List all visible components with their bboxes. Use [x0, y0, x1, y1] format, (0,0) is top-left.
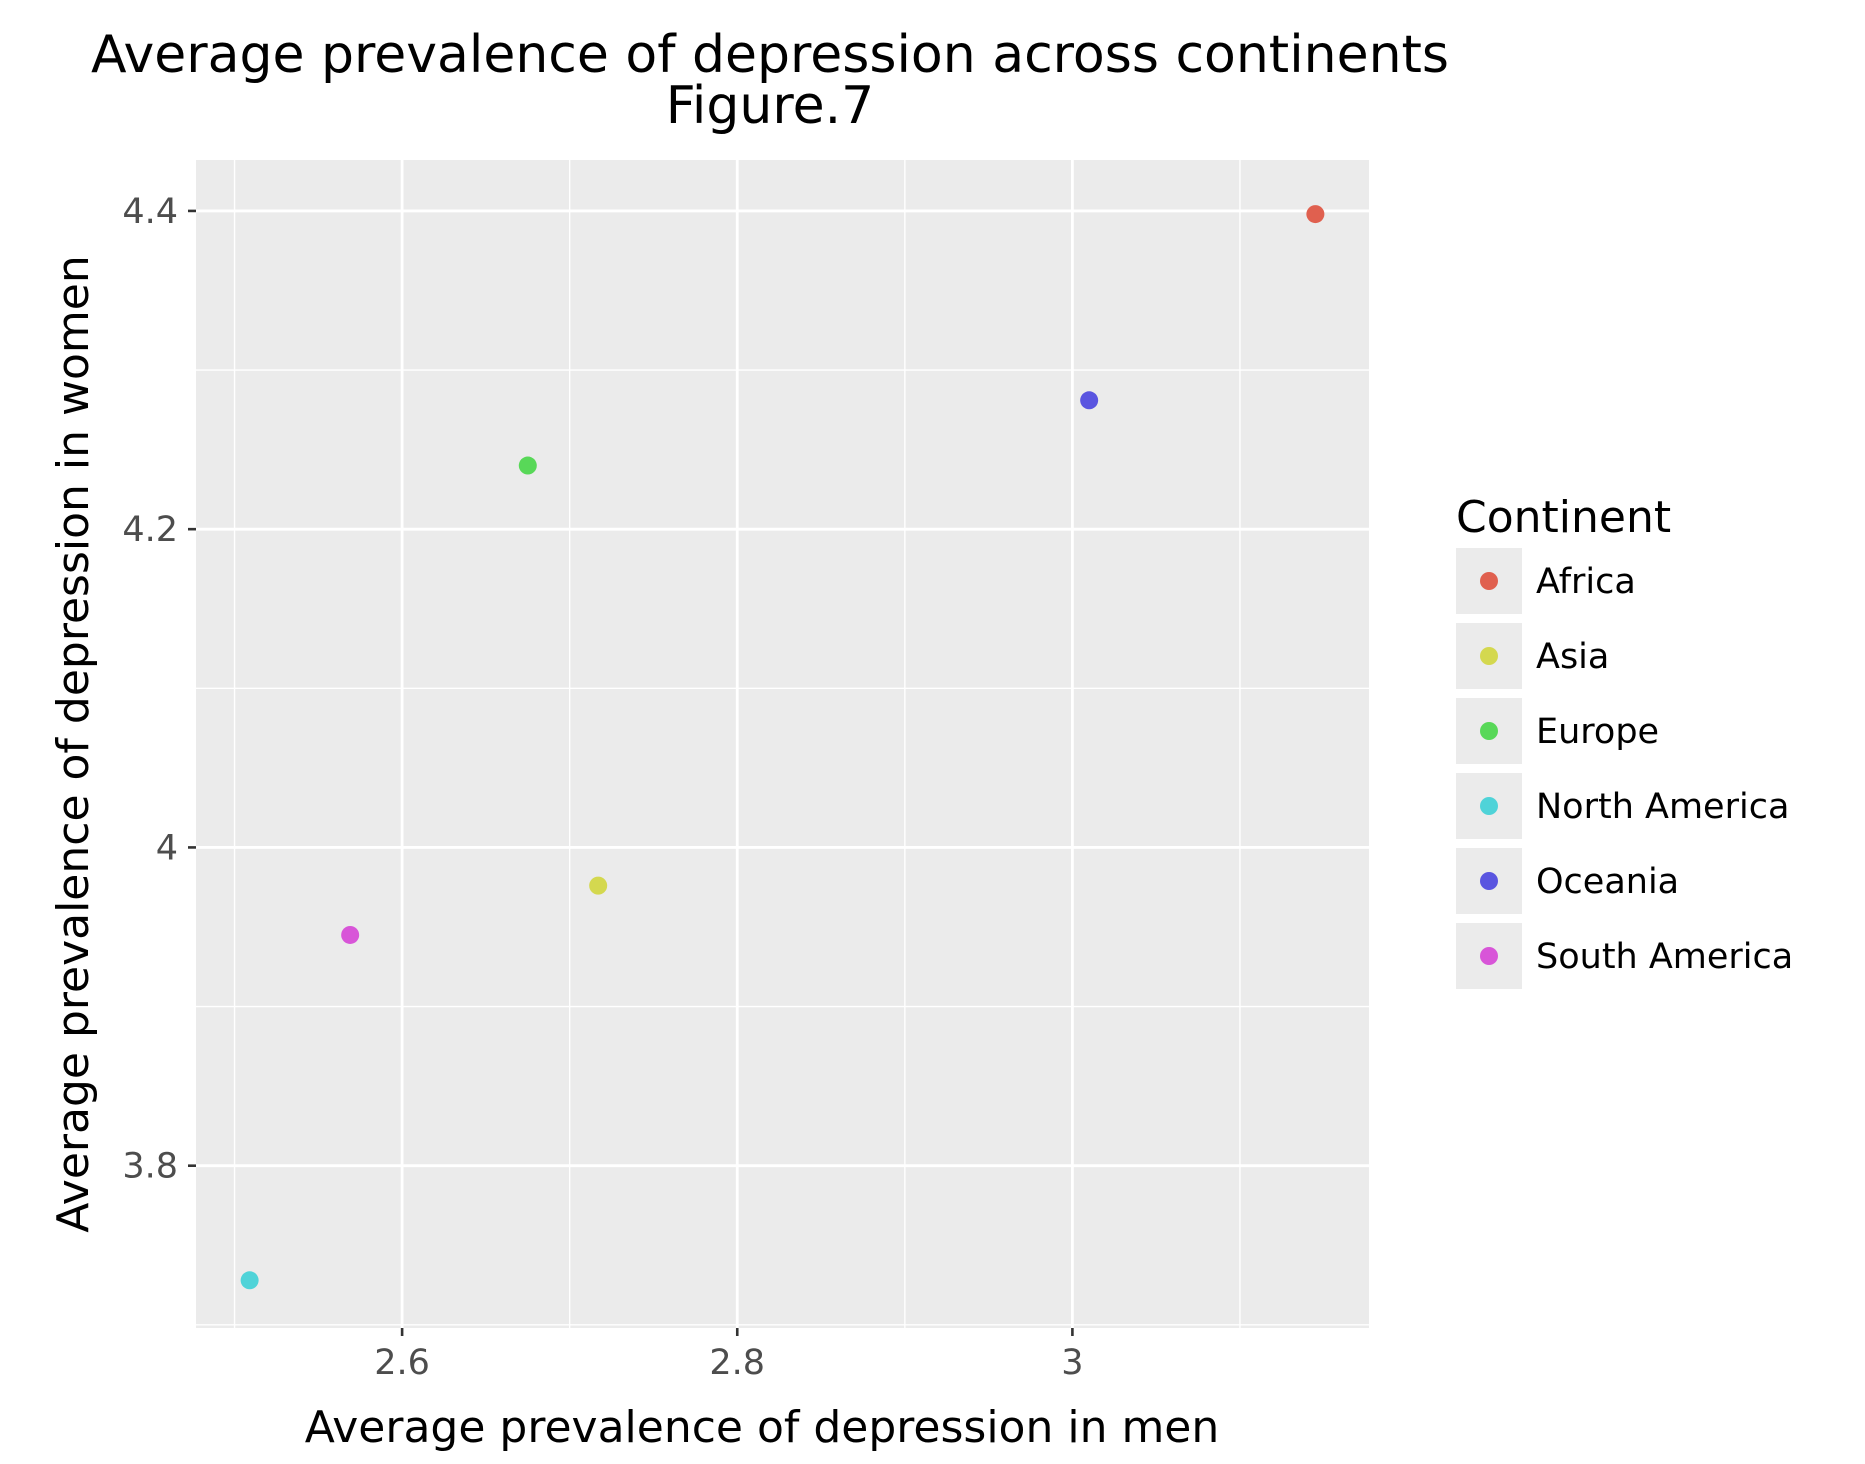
- legend-marker-north-america: [1480, 797, 1498, 815]
- data-point-oceania: [1080, 391, 1099, 410]
- legend-label-africa: Africa: [1536, 562, 1636, 602]
- y-axis-title: Average prevalence of depression in wome…: [48, 255, 99, 1232]
- x-tick-label: 2.8: [709, 1343, 765, 1383]
- y-tick-label: 4.4: [122, 192, 178, 232]
- legend-marker-europe: [1480, 722, 1498, 740]
- legend-items: Africa Asia Europe North America Oceania Sout…: [1456, 548, 1793, 989]
- chart-subtitle: Figure.7: [666, 76, 874, 136]
- x-tick-label: 2.6: [374, 1343, 430, 1383]
- y-tick-label: 3.8: [122, 1147, 178, 1187]
- grid-major: [196, 160, 1369, 1328]
- legend-marker-oceania: [1480, 872, 1498, 890]
- legend-label-oceania: Oceania: [1536, 862, 1679, 902]
- x-tick-label: 3: [1061, 1343, 1083, 1383]
- y-tick-label: 4: [156, 828, 178, 868]
- chart-title: Average prevalence of depression across …: [91, 25, 1449, 85]
- data-point-africa: [1306, 205, 1325, 224]
- data-points: [240, 205, 1325, 1290]
- axis-ticks: 2.6 2.8 3 3.8 4 4.2 4.4: [122, 192, 1083, 1383]
- legend-marker-africa: [1480, 572, 1498, 590]
- data-point-europe: [518, 456, 537, 475]
- legend-title: Continent: [1456, 492, 1671, 543]
- y-tick-label: 4.2: [122, 510, 178, 550]
- data-point-north-america: [240, 1271, 259, 1290]
- legend-label-north-america: North America: [1536, 787, 1789, 827]
- plot-panel: [196, 160, 1369, 1328]
- legend-marker-south-america: [1480, 947, 1498, 965]
- legend-label-south-america: South America: [1536, 937, 1793, 977]
- legend-label-asia: Asia: [1536, 637, 1609, 677]
- data-point-south-america: [341, 925, 360, 944]
- grid-minor: [196, 160, 1369, 1328]
- legend: Continent Africa Asia Europe North America O…: [1456, 492, 1793, 989]
- legend-marker-asia: [1480, 647, 1498, 665]
- legend-label-europe: Europe: [1536, 712, 1659, 752]
- data-point-asia: [589, 876, 608, 895]
- x-axis-title: Average prevalence of depression in men: [305, 1402, 1220, 1453]
